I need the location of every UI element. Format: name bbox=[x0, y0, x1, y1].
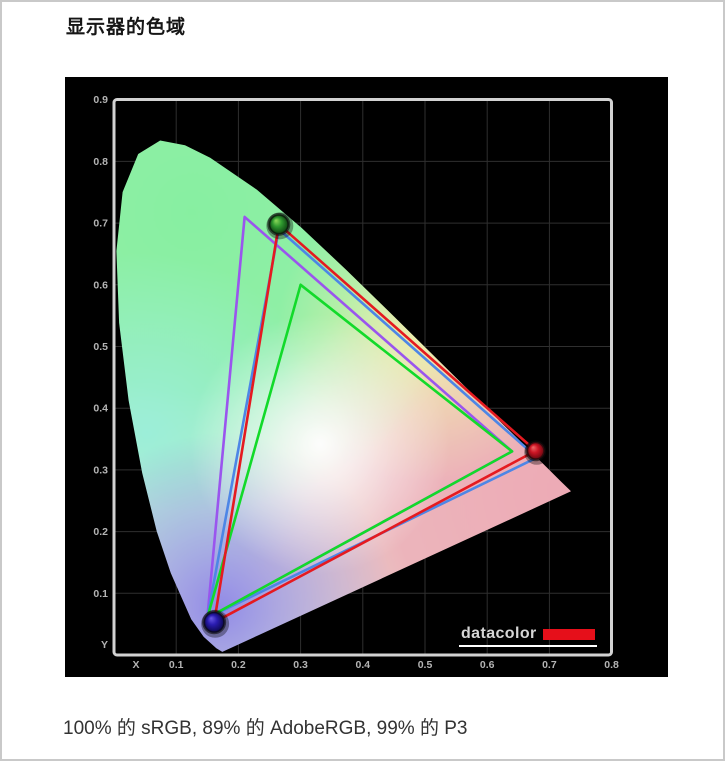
axis-tick-label: 0.8 bbox=[93, 156, 108, 168]
axis-tick-label: 0.1 bbox=[93, 588, 108, 600]
axis-tick-label: 0.1 bbox=[169, 659, 184, 671]
axis-tick-label: 0.7 bbox=[542, 659, 557, 671]
datacolor-logo-text: datacolor bbox=[461, 625, 537, 642]
axis-tick-label: 0.5 bbox=[93, 341, 108, 353]
axis-tick-label: X bbox=[132, 659, 139, 671]
axis-tick-label: Y bbox=[101, 639, 108, 651]
datacolor-logo-redbar bbox=[542, 628, 595, 640]
primary-markers bbox=[201, 212, 550, 638]
datacolor-watermark: datacolor bbox=[459, 626, 597, 647]
axis-tick-label: 0.2 bbox=[231, 659, 246, 671]
gamut-triangle-sRGB bbox=[206, 283, 514, 620]
cie-horseshoe bbox=[116, 140, 572, 652]
cie-chromaticity-chart: 0.1 0.2 0.3 0.4 0.5 0.6 0.7 0.8 0.9 0.1 0.2 0.3 0.4 0… bbox=[93, 94, 619, 671]
page-title: 显示器的色域 bbox=[66, 17, 187, 38]
plot-frame bbox=[112, 98, 613, 657]
gamut-chart-block: 0.1 0.2 0.3 0.4 0.5 0.6 0.7 0.8 0.9 0.1 0.2 0.3 0.4 0… bbox=[65, 77, 668, 677]
axis-tick-label: 0.9 bbox=[93, 94, 108, 106]
axis-tick-label: 0.6 bbox=[93, 279, 108, 291]
primary-ball-blue bbox=[202, 610, 227, 635]
primary-ball-green bbox=[267, 212, 291, 236]
axis-tick-label: 0.2 bbox=[93, 526, 108, 538]
axis-tick-label: 0.8 bbox=[604, 659, 619, 671]
gamut-triangle-display-measured bbox=[212, 223, 538, 624]
axis-tick-label: 0.4 bbox=[93, 403, 108, 415]
gamut-coverage-caption: 100% 的 sRGB, 89% 的 AdobeRGB, 99% 的 P3 bbox=[63, 718, 468, 739]
axis-tick-label: 0.7 bbox=[93, 218, 108, 230]
gamut-triangles bbox=[206, 215, 539, 624]
axis-tick-label: 0.4 bbox=[355, 659, 370, 671]
axis-labels: 0.1 0.2 0.3 0.4 0.5 0.6 0.7 0.8 0.9 0.1 0.2 0.3 0.4 0… bbox=[93, 94, 619, 671]
axis-tick-label: 0.5 bbox=[418, 659, 433, 671]
primary-ball-red bbox=[525, 440, 547, 462]
axis-tick-label: 0.6 bbox=[480, 659, 495, 671]
axis-tick-label: 0.3 bbox=[293, 659, 308, 671]
axis-tick-label: 0.3 bbox=[93, 464, 108, 476]
